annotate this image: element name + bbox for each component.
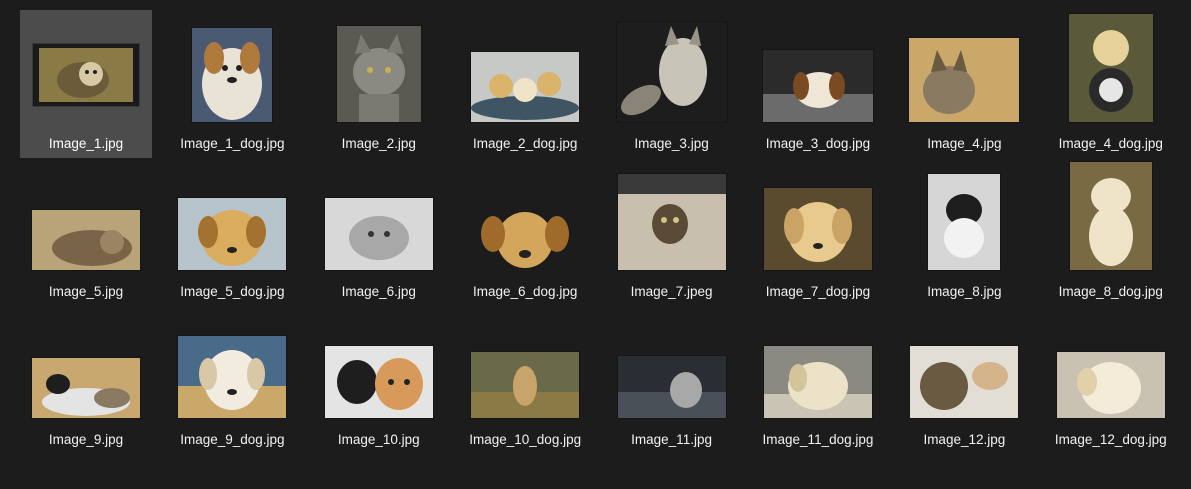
file-item[interactable]: Image_4.jpg — [898, 10, 1030, 158]
file-name: Image_8.jpg — [927, 284, 1002, 299]
thumbnail-image — [1068, 14, 1153, 122]
thumbnail-image — [909, 38, 1020, 122]
file-name: Image_7.jpeg — [630, 284, 713, 299]
file-name: Image_10_dog.jpg — [469, 432, 582, 447]
file-name: Image_5_dog.jpg — [180, 284, 285, 299]
thumbnail-image — [336, 26, 421, 122]
thumbnail-image — [477, 206, 574, 270]
file-item[interactable]: Image_10.jpg — [313, 306, 445, 454]
file-name: Image_4_dog.jpg — [1058, 136, 1163, 151]
thumbnail-image — [471, 52, 580, 122]
file-item[interactable]: Image_6_dog.jpg — [459, 158, 591, 306]
file-item[interactable]: Image_5_dog.jpg — [166, 158, 298, 306]
file-name: Image_10.jpg — [337, 432, 420, 447]
thumbnail-image — [762, 50, 873, 122]
thumbnail-image — [1069, 162, 1152, 270]
file-name: Image_8_dog.jpg — [1058, 284, 1163, 299]
file-item[interactable]: Image_9.jpg — [20, 306, 152, 454]
file-name: Image_1_dog.jpg — [180, 136, 285, 151]
thumbnail-image — [617, 174, 726, 270]
file-item[interactable]: Image_1.jpg — [20, 10, 152, 158]
file-name: Image_2_dog.jpg — [473, 136, 578, 151]
file-name: Image_1.jpg — [48, 136, 124, 151]
thumbnail-image — [324, 198, 433, 270]
file-item[interactable]: Image_11_dog.jpg — [752, 306, 884, 454]
thumbnail-image — [471, 352, 580, 418]
thumbnail-image — [178, 198, 287, 270]
thumbnail-image — [910, 346, 1019, 418]
thumbnail-image — [763, 188, 872, 270]
file-item[interactable]: Image_11.jpg — [606, 306, 738, 454]
file-item[interactable]: Image_12.jpg — [898, 306, 1030, 454]
file-item[interactable]: Image_4_dog.jpg — [1045, 10, 1177, 158]
file-name: Image_12_dog.jpg — [1054, 432, 1167, 447]
file-item[interactable]: Image_12_dog.jpg — [1045, 306, 1177, 454]
file-item[interactable]: Image_6.jpg — [313, 158, 445, 306]
file-item[interactable]: Image_1_dog.jpg — [166, 10, 298, 158]
file-item[interactable]: Image_7.jpeg — [606, 158, 738, 306]
file-name: Image_11_dog.jpg — [762, 432, 874, 447]
thumbnail-image — [324, 346, 433, 418]
file-name: Image_3.jpg — [634, 136, 709, 151]
file-item[interactable]: Image_5.jpg — [20, 158, 152, 306]
file-name: Image_12.jpg — [923, 432, 1006, 447]
thumbnail-image — [33, 44, 139, 106]
file-name: Image_5.jpg — [48, 284, 124, 299]
file-grid: Image_1.jpg Image_1_dog.jpg Image_2.jpg … — [20, 10, 1177, 454]
file-name: Image_6_dog.jpg — [473, 284, 578, 299]
thumbnail-image — [1056, 352, 1165, 418]
file-item[interactable]: Image_2.jpg — [313, 10, 445, 158]
thumbnail-image — [178, 336, 287, 418]
file-item[interactable]: Image_10_dog.jpg — [459, 306, 591, 454]
file-name: Image_9.jpg — [48, 432, 124, 447]
file-name: Image_6.jpg — [341, 284, 416, 299]
thumbnail-image — [616, 22, 727, 122]
file-item[interactable]: Image_2_dog.jpg — [459, 10, 591, 158]
file-item[interactable]: Image_8.jpg — [898, 158, 1030, 306]
thumbnail-image — [32, 210, 140, 270]
file-name: Image_2.jpg — [341, 136, 416, 151]
thumbnail-image — [32, 358, 140, 418]
thumbnail-image — [928, 174, 1001, 270]
file-item[interactable]: Image_7_dog.jpg — [752, 158, 884, 306]
thumbnail-image — [763, 346, 872, 418]
file-item[interactable]: Image_9_dog.jpg — [166, 306, 298, 454]
file-name: Image_11.jpg — [631, 432, 712, 447]
thumbnail-image — [192, 28, 273, 122]
file-item[interactable]: Image_8_dog.jpg — [1045, 158, 1177, 306]
file-name: Image_9_dog.jpg — [180, 432, 285, 447]
file-name: Image_3_dog.jpg — [765, 136, 871, 151]
file-name: Image_7_dog.jpg — [765, 284, 871, 299]
thumbnail-image — [617, 356, 726, 418]
file-name: Image_4.jpg — [927, 136, 1002, 151]
file-item[interactable]: Image_3.jpg — [606, 10, 738, 158]
file-item[interactable]: Image_3_dog.jpg — [752, 10, 884, 158]
